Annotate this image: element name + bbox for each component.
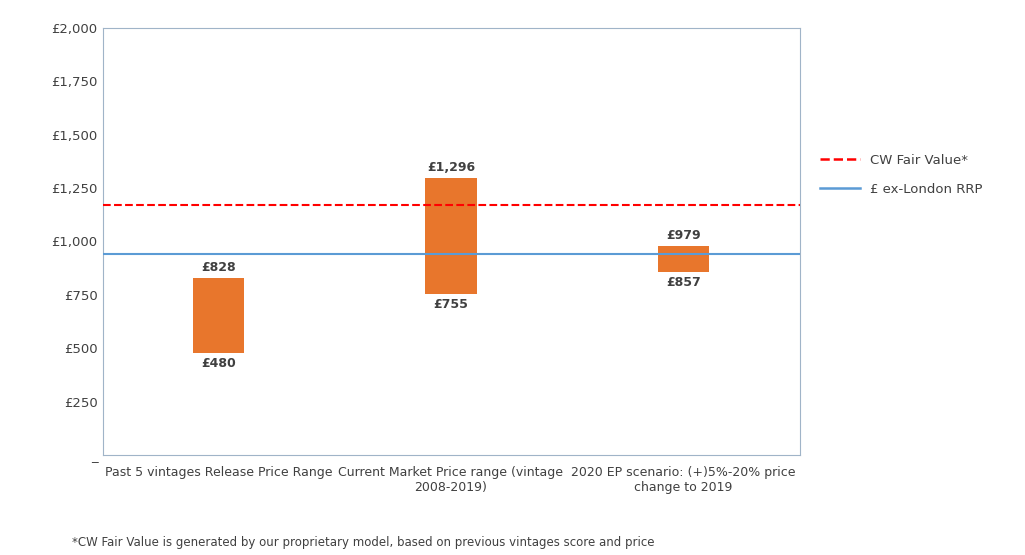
Text: £979: £979 bbox=[666, 229, 701, 241]
Bar bbox=[425, 178, 477, 294]
Text: £755: £755 bbox=[434, 298, 468, 311]
Text: £480: £480 bbox=[201, 357, 236, 370]
Legend: CW Fair Value*, £ ex-London RRP: CW Fair Value*, £ ex-London RRP bbox=[820, 154, 983, 196]
Bar bbox=[658, 246, 709, 272]
Text: £828: £828 bbox=[201, 261, 236, 274]
Text: £1,296: £1,296 bbox=[427, 161, 475, 174]
Text: £857: £857 bbox=[666, 276, 701, 289]
Bar bbox=[193, 278, 244, 352]
Text: *CW Fair Value is generated by our proprietary model, based on previous vintages: *CW Fair Value is generated by our propr… bbox=[72, 537, 654, 549]
